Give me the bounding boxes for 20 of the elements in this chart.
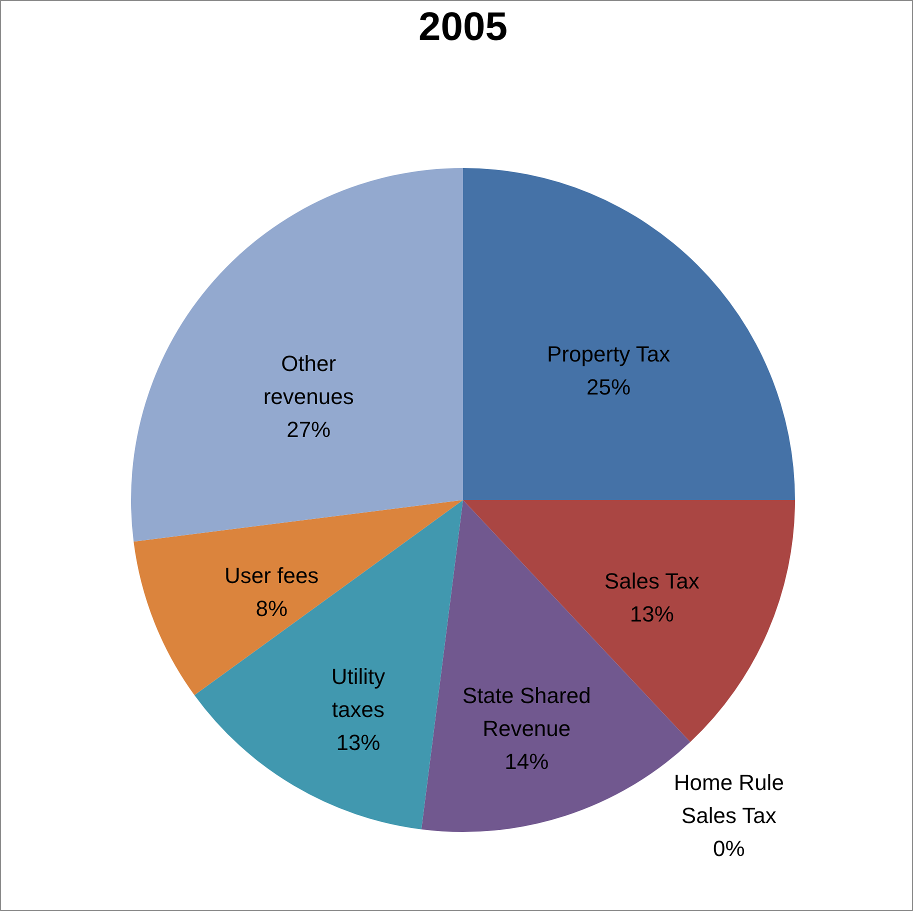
category-label: Home Rule Sales Tax: [674, 770, 784, 828]
slice-label: Property Tax: [546, 341, 670, 366]
data-label: 13%: [630, 602, 674, 627]
pie-slice: [134, 500, 463, 696]
pie-slice: [131, 168, 463, 542]
data-label: 14%: [504, 748, 549, 774]
data-label: 8%: [256, 596, 288, 621]
text: 0%: [713, 836, 745, 862]
slice-label: Utility taxes: [331, 664, 386, 722]
slice-label: State Shared Revenue: [462, 682, 591, 741]
data-label: 27%: [286, 416, 331, 442]
pie-slice: [463, 168, 795, 500]
slice-label: Other revenues: [263, 350, 354, 409]
slice-label: Sales Tax: [604, 568, 700, 594]
slice-label: User fees: [224, 562, 319, 588]
data-label: 25%: [586, 374, 631, 400]
chart-title: 2005: [418, 5, 508, 49]
pie-slice: [463, 500, 795, 742]
pie-slice: [194, 500, 463, 830]
data-label: 13%: [336, 730, 380, 756]
